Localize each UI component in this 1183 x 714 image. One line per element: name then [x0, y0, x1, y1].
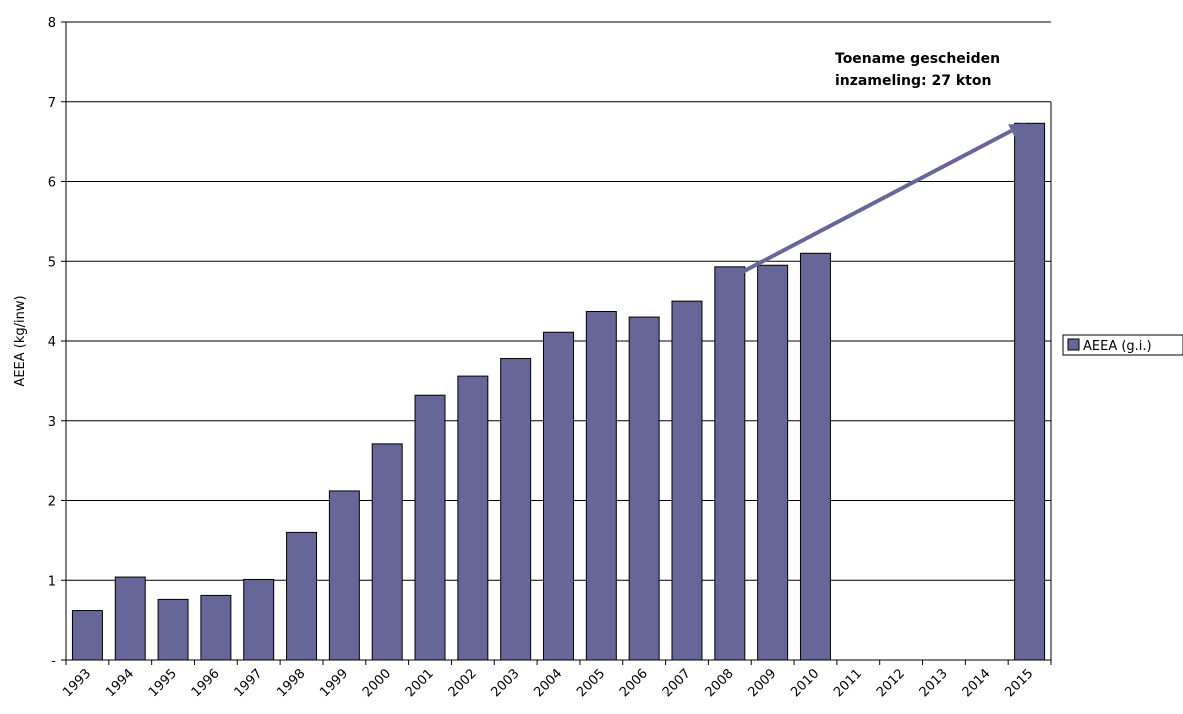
x-tick-label: 2006	[617, 666, 651, 700]
y-tick-label: 1	[48, 574, 56, 589]
x-tick-label: 2002	[446, 666, 480, 700]
x-tick-label: 1998	[274, 666, 308, 700]
x-tick-label: 1993	[60, 666, 94, 700]
x-tick-label: 2011	[831, 666, 865, 700]
bar-1999	[328, 490, 360, 661]
annotation: Toename gescheiden inzameling: 27 kton	[739, 51, 1026, 275]
x-tick-label: 2012	[874, 666, 908, 700]
x-tick-labels: 1993 1994 1995 1996 1997 1998 1999 2000 2001 2002…	[60, 666, 1036, 700]
bar-2008	[714, 266, 746, 661]
y-tick-label: 4	[48, 335, 56, 350]
annotation-arrow-line	[739, 128, 1013, 275]
y-tick-labels: - 1 2 3 4 5 6 7 8	[48, 16, 57, 669]
y-axis-title: AEEA (kg/inw)	[13, 295, 28, 386]
bar-1998	[286, 531, 318, 661]
x-tick-label: 2013	[917, 666, 951, 700]
x-tick-label: 2010	[788, 666, 822, 700]
x-tick-label: 2007	[660, 666, 694, 700]
x-tick-label: 1995	[146, 666, 180, 700]
axes	[61, 21, 1052, 665]
y-tick-label: 2	[48, 495, 56, 510]
x-tick-label: 2008	[703, 666, 737, 700]
bar-1994	[114, 576, 146, 661]
annotation-line-1: Toename gescheiden	[835, 51, 1000, 67]
x-tick-label: 2003	[488, 666, 522, 700]
bar-1996	[200, 594, 232, 661]
x-tick-label: 2015	[1002, 666, 1036, 700]
bar-2015	[1014, 122, 1046, 661]
legend: AEEA (g.i.)	[1062, 334, 1183, 356]
x-tick-label: 2001	[403, 666, 437, 700]
x-tick-label: 2014	[960, 666, 994, 700]
bar-2003	[500, 358, 532, 661]
y-tick-label: 3	[48, 415, 56, 430]
annotation-line-2: inzameling: 27 kton	[835, 73, 991, 89]
bar-2005	[585, 310, 617, 661]
y-tick-label: -	[51, 654, 56, 669]
bars	[71, 122, 1046, 661]
bar-2000	[371, 443, 403, 661]
bar-2002	[457, 375, 489, 661]
y-tick-label: 5	[48, 255, 56, 270]
x-tick-label: 1999	[317, 666, 351, 700]
legend-box	[1062, 334, 1183, 356]
y-tick-label: 6	[48, 176, 56, 191]
y-tick-label: 7	[48, 96, 56, 111]
bar-2007	[671, 300, 703, 661]
bar-1995	[157, 598, 189, 661]
annotation-arrow-head	[1008, 123, 1026, 137]
x-tick-label: 1996	[189, 666, 223, 700]
x-tick-label: 1997	[232, 666, 266, 700]
legend-label: AEEA (g.i.)	[1083, 339, 1152, 354]
y-tick-label: 8	[48, 16, 56, 31]
x-tick-label: 2000	[360, 666, 394, 700]
bar-2009	[757, 264, 789, 661]
x-tick-label: 1994	[103, 666, 137, 700]
bar-2006	[628, 316, 660, 661]
x-tick-label: 2004	[531, 666, 565, 700]
bar-2004	[543, 331, 574, 661]
bar-2001	[414, 394, 446, 661]
bar-2010	[799, 252, 831, 661]
bar-1997	[243, 578, 275, 661]
legend-swatch	[1067, 338, 1080, 351]
x-tick-label: 2005	[574, 666, 608, 700]
bar-1993	[71, 610, 103, 661]
x-tick-label: 2009	[745, 666, 779, 700]
